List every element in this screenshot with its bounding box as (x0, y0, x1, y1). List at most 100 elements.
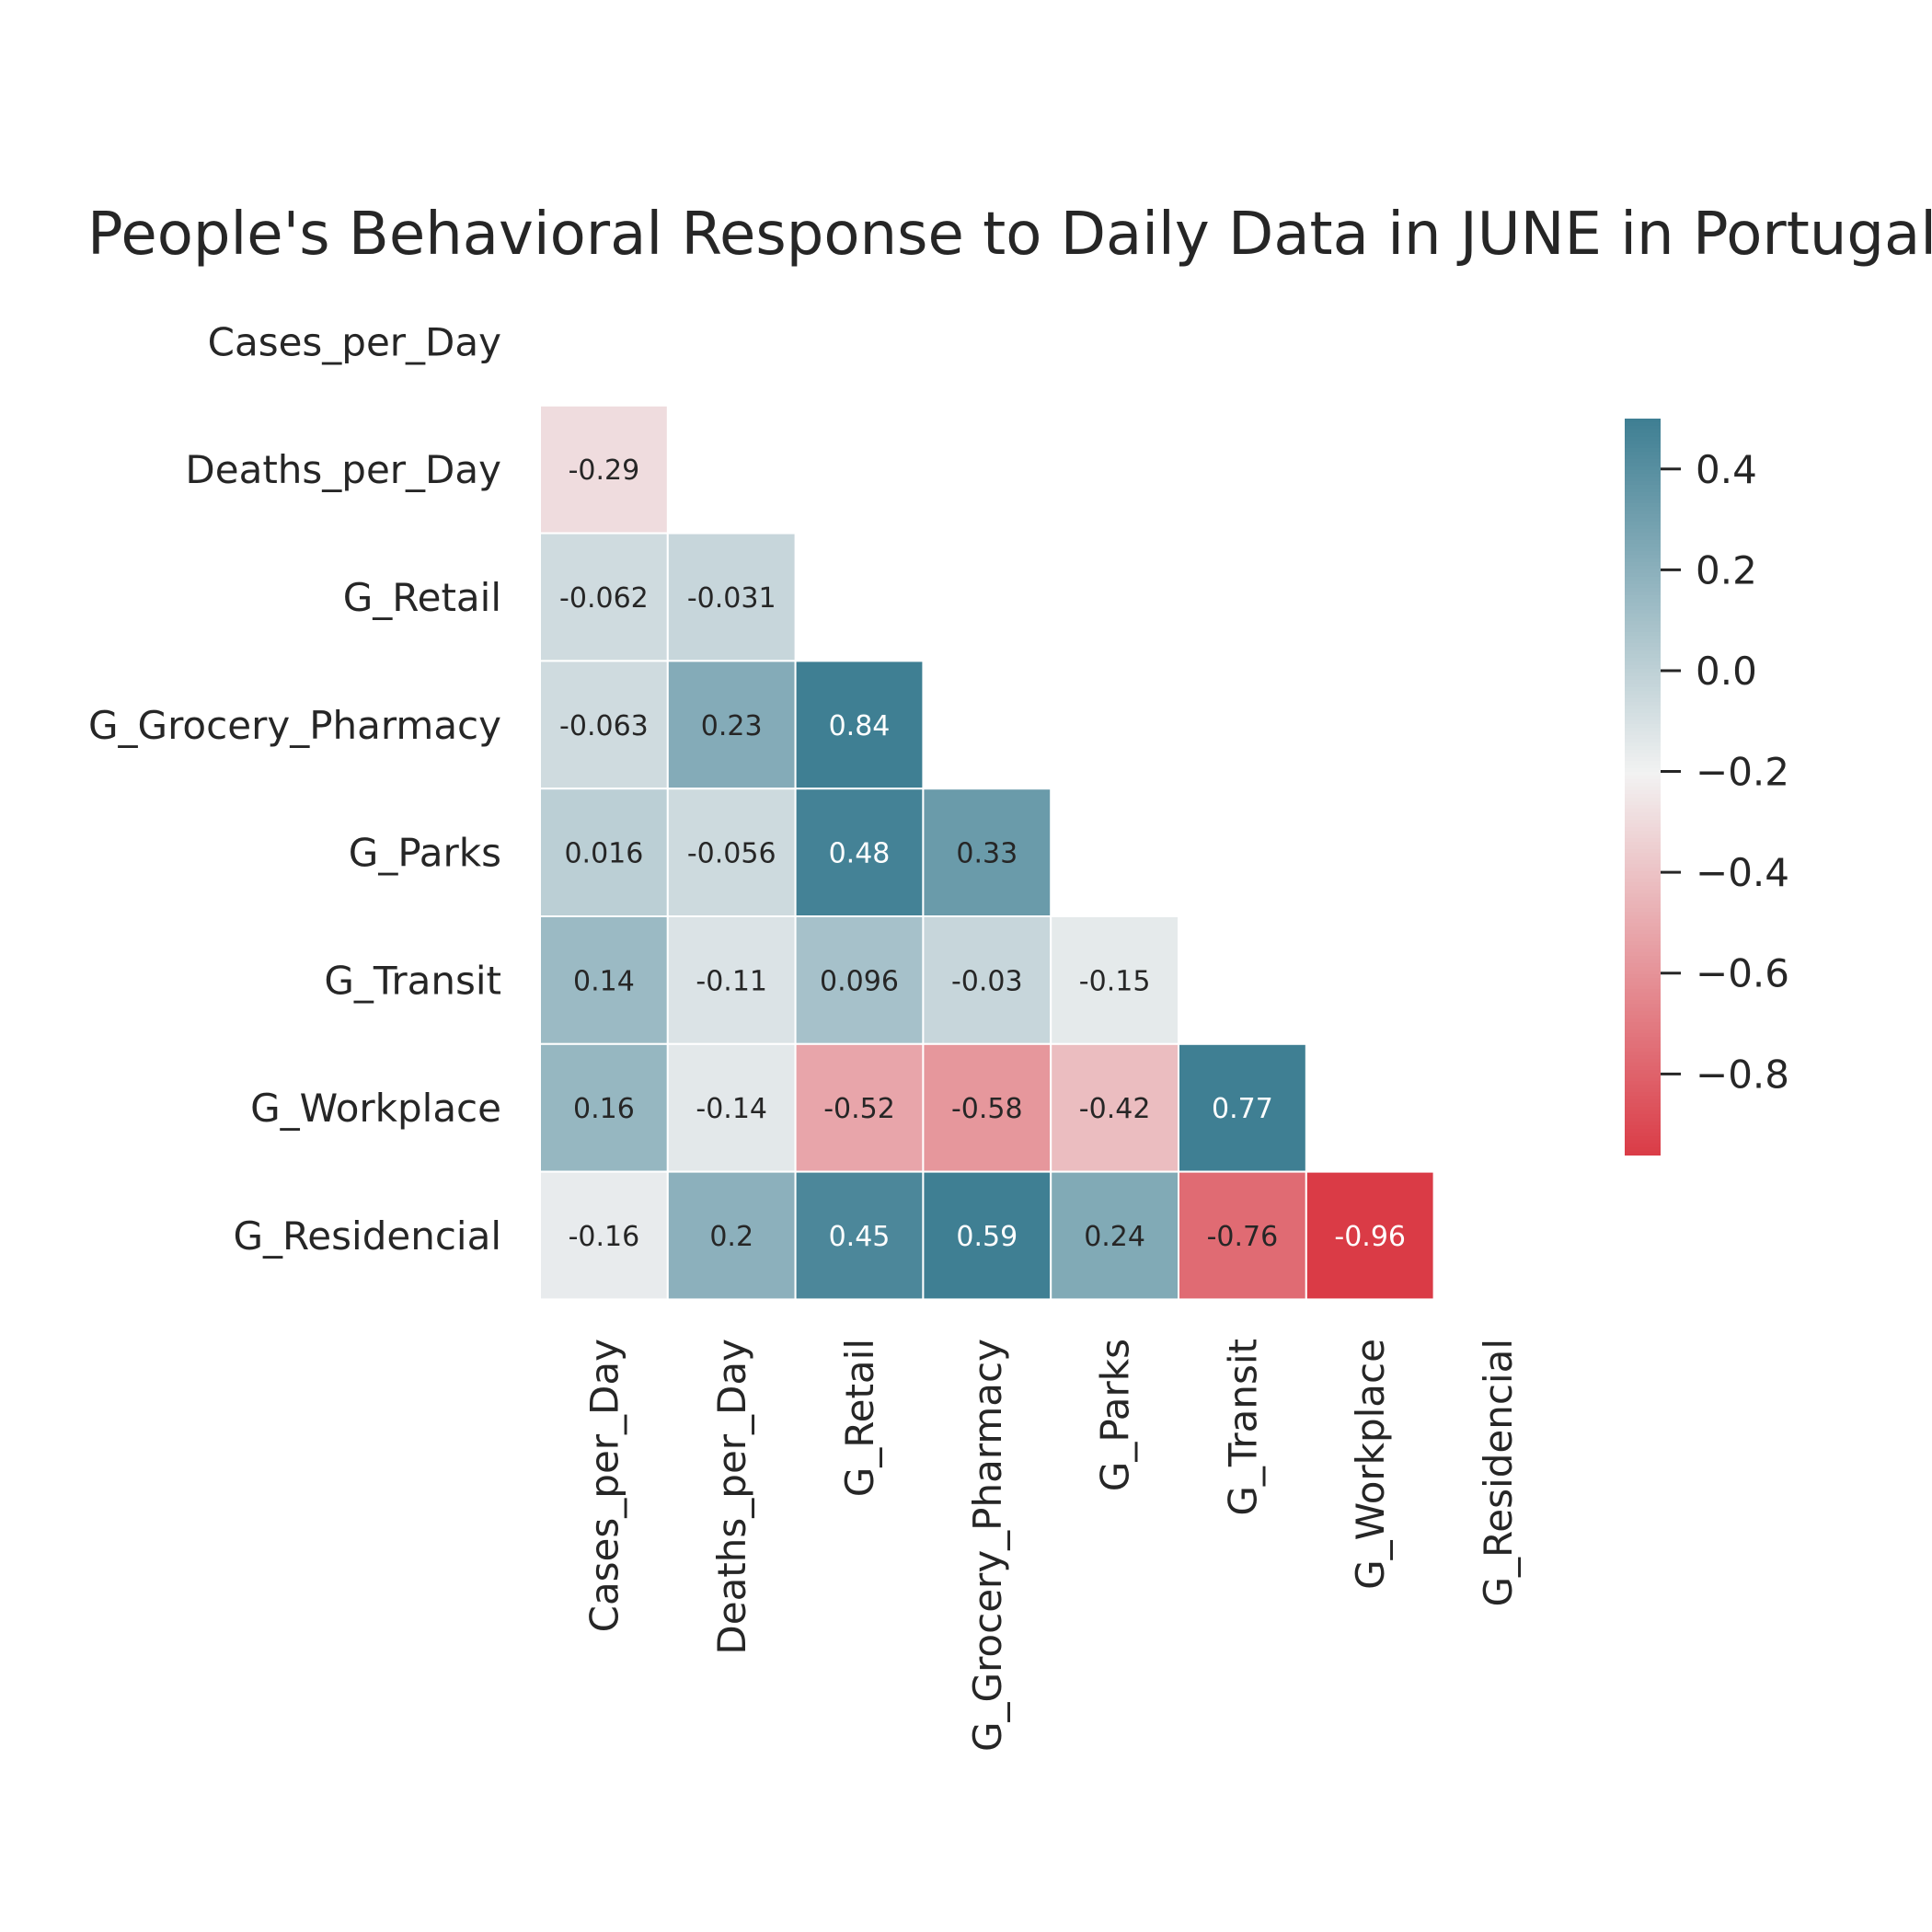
colorbar-segment (1625, 492, 1661, 497)
colorbar-segment (1625, 853, 1661, 857)
colorbar-segment (1625, 967, 1661, 972)
colorbar-segment (1625, 540, 1661, 545)
colorbar-segment (1625, 706, 1661, 710)
colorbar-segment (1625, 757, 1661, 762)
heatmap-cell (666, 1170, 797, 1301)
colorbar-segment (1625, 904, 1661, 909)
colorbar-segment (1625, 974, 1661, 979)
x-tick-label: G_Residencial (1476, 1339, 1521, 1607)
heatmap-cell (666, 532, 797, 662)
colorbar-segment (1625, 827, 1661, 832)
colorbar-segment (1625, 750, 1661, 754)
heatmap-cell (1050, 1042, 1179, 1173)
colorbar-segment (1625, 963, 1661, 968)
colorbar-segment (1625, 1114, 1661, 1119)
cell-value-label: -0.063 (559, 710, 649, 742)
cell-value-label: 0.59 (956, 1221, 1018, 1253)
colorbar-segment (1625, 1151, 1661, 1156)
colorbar-segment (1625, 581, 1661, 585)
colorbar-segment (1625, 897, 1661, 902)
cell-value-label: 0.45 (829, 1221, 891, 1253)
colorbar-segment (1625, 1125, 1661, 1130)
colorbar-segment (1625, 816, 1661, 821)
colorbar-segment (1625, 882, 1661, 887)
x-tick-label: Cases_per_Day (581, 1339, 627, 1632)
colorbar-segment (1625, 724, 1661, 729)
colorbar-segment (1625, 514, 1661, 519)
colorbar-segment (1625, 1121, 1661, 1126)
y-tick-label: G_Parks (349, 831, 501, 876)
colorbar-segment (1625, 875, 1661, 880)
cell-value-label: 0.096 (820, 965, 899, 997)
colorbar-segment (1625, 448, 1661, 453)
colorbar-segment (1625, 661, 1661, 666)
colorbar-segment (1625, 1118, 1661, 1122)
colorbar-segment (1625, 599, 1661, 604)
x-tick-label: G_Retail (837, 1339, 882, 1497)
heatmap-cell (922, 1042, 1052, 1173)
heatmap-cell (666, 788, 797, 918)
cell-value-label: -0.52 (823, 1093, 895, 1125)
colorbar-segment (1625, 941, 1661, 946)
colorbar-segment (1625, 496, 1661, 500)
colorbar-segment (1625, 753, 1661, 758)
colorbar-segment (1625, 433, 1661, 438)
colorbar-segment (1625, 1110, 1661, 1115)
colorbar-segment (1625, 709, 1661, 714)
colorbar-segment (1625, 930, 1661, 935)
colorbar-segment (1625, 982, 1661, 986)
colorbar-segment (1625, 588, 1661, 592)
colorbar-segment (1625, 669, 1661, 673)
colorbar-segment (1625, 1063, 1661, 1067)
colorbar-segment (1625, 746, 1661, 751)
x-tick-label: G_Workplace (1348, 1339, 1393, 1590)
colorbar-segment (1625, 937, 1661, 942)
cell-value-label: 0.23 (701, 710, 763, 742)
colorbar-segment (1625, 625, 1661, 629)
colorbar-tick-label: −0.4 (1696, 850, 1789, 895)
heatmap-cell (539, 532, 669, 662)
colorbar-segment (1625, 1085, 1661, 1089)
y-tick-label: G_Retail (343, 575, 501, 620)
colorbar-segment (1625, 503, 1661, 508)
colorbar-tick-label: 0.4 (1696, 447, 1757, 492)
y-tick-label: G_Grocery_Pharmacy (88, 703, 501, 748)
colorbar-segment (1625, 1077, 1661, 1082)
colorbar-segment (1625, 812, 1661, 817)
cell-value-label: 0.24 (1084, 1221, 1145, 1253)
colorbar-segment (1625, 1044, 1661, 1049)
colorbar-segment (1625, 1103, 1661, 1108)
colorbar-segment (1625, 960, 1661, 964)
colorbar-segment (1625, 529, 1661, 534)
colorbar-segment (1625, 919, 1661, 924)
colorbar-segment (1625, 1055, 1661, 1060)
x-tick-label: G_Grocery_Pharmacy (965, 1339, 1010, 1752)
colorbar-segment (1625, 934, 1661, 938)
colorbar-segment (1625, 971, 1661, 975)
colorbar-tick-label: −0.2 (1696, 750, 1789, 795)
heatmap-cell (794, 1042, 925, 1173)
colorbar-segment (1625, 643, 1661, 648)
colorbar-segment (1625, 680, 1661, 684)
y-tick-label: Cases_per_Day (208, 319, 501, 364)
colorbar-segment (1625, 1140, 1661, 1144)
colorbar-segment (1625, 525, 1661, 530)
colorbar-segment (1625, 820, 1661, 824)
colorbar-segment (1625, 437, 1661, 442)
colorbar-segment (1625, 1107, 1661, 1111)
colorbar-segment (1625, 842, 1661, 846)
x-tick-label: Deaths_per_Day (709, 1339, 754, 1655)
colorbar-segment (1625, 1007, 1661, 1012)
colorbar-segment (1625, 584, 1661, 589)
colorbar-tick-label: −0.6 (1696, 951, 1789, 996)
colorbar-segment (1625, 474, 1661, 478)
colorbar-segment (1625, 551, 1661, 556)
heatmap-cell (539, 1042, 669, 1173)
colorbar-segment (1625, 798, 1661, 802)
colorbar-segment (1625, 790, 1661, 795)
colorbar-segment (1625, 908, 1661, 913)
colorbar-segment (1625, 923, 1661, 927)
colorbar-segment (1625, 1037, 1661, 1041)
colorbar-segment (1625, 949, 1661, 953)
